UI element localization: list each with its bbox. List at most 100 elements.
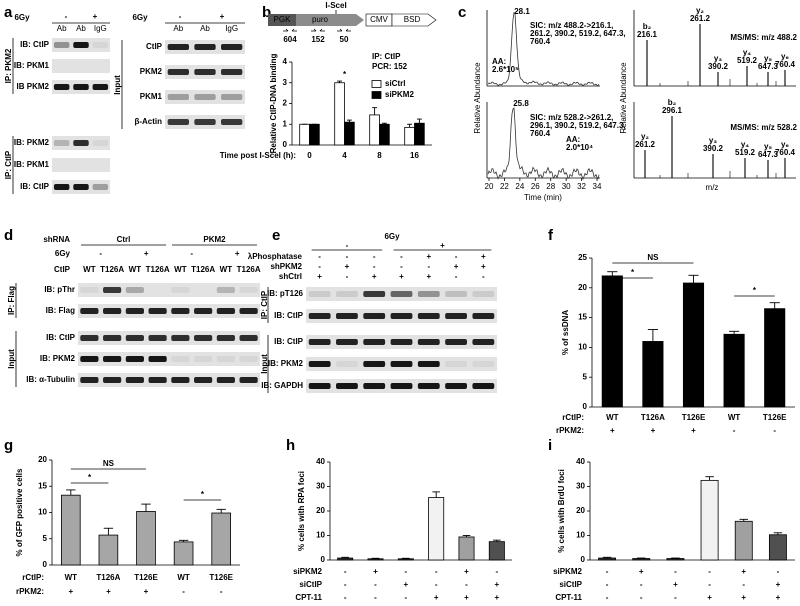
label: + [317, 272, 322, 281]
label: IB: CtIP [274, 337, 304, 346]
label: - [346, 241, 349, 250]
row-value: + [673, 580, 678, 589]
label: BSD [404, 15, 421, 24]
row-label: siPKM2 [553, 567, 582, 576]
legend-swatch [371, 80, 382, 88]
row-value: - [404, 567, 407, 576]
row-value: + [639, 567, 644, 576]
band [336, 339, 358, 345]
band [472, 361, 495, 367]
label: + [399, 272, 404, 281]
y-axis-title: % of ssDNA [561, 310, 570, 356]
band [73, 140, 89, 146]
band [53, 42, 70, 48]
y-tick-label: 0 [581, 555, 586, 564]
bar [458, 536, 475, 561]
label: y₆ [781, 52, 789, 61]
band [92, 42, 109, 48]
band [390, 339, 413, 345]
label: - [373, 252, 376, 261]
element [391, 13, 437, 27]
row-value: - [404, 593, 407, 602]
y-tick-label: 15 [38, 481, 47, 490]
label: 760.4 [775, 60, 796, 69]
label: I-SceI [325, 1, 346, 10]
band [417, 383, 440, 389]
row-value: + [403, 580, 408, 589]
row-value: - [374, 593, 377, 602]
label: IB PKM2 [17, 82, 50, 91]
band [363, 313, 386, 319]
row-value: + [741, 593, 746, 602]
label: IB: PKM1 [14, 61, 50, 70]
row-value: + [106, 587, 111, 596]
label: + [220, 12, 225, 21]
row-value: - [435, 580, 438, 589]
bar [642, 341, 664, 408]
label: 50 [340, 35, 349, 44]
label: IB: PKM2 [40, 354, 76, 363]
band [80, 308, 99, 314]
bar [379, 123, 390, 146]
band [92, 184, 109, 190]
label: + [144, 249, 149, 258]
y-axis-title: Relative Abundance [473, 62, 482, 134]
row-value: + [494, 580, 499, 589]
band [125, 356, 144, 362]
band [221, 119, 243, 125]
row-value: - [495, 567, 498, 576]
band [363, 361, 386, 367]
band [472, 339, 495, 345]
band [103, 335, 122, 341]
legend-swatch [371, 91, 382, 99]
label: 24 [515, 182, 524, 191]
bar [334, 82, 345, 146]
band [194, 69, 216, 75]
band [445, 383, 467, 389]
bar [488, 541, 505, 561]
label: IB: GAPDH [261, 381, 303, 390]
annotation: NS [103, 459, 115, 468]
band [363, 339, 386, 345]
row-value: - [344, 593, 347, 602]
label: 296.1 [662, 106, 683, 115]
label: y₄ [741, 140, 749, 149]
label: + [481, 262, 486, 271]
band [336, 291, 358, 297]
band [363, 383, 386, 389]
annotation: NS [647, 253, 659, 262]
label: 6Gy [132, 13, 148, 22]
label: Ab [57, 24, 67, 33]
annotation: * [631, 268, 635, 277]
group-label: IP: Flag [7, 286, 16, 315]
label: WT [174, 265, 187, 274]
label: Ab [173, 24, 183, 33]
band [239, 377, 258, 383]
label: T126A [237, 265, 261, 274]
y-tick-label: 0 [43, 560, 48, 569]
y-axis-title: Relative CtIP-DNA binding [269, 54, 278, 154]
y-tick-label: 25 [578, 253, 587, 262]
label: IB: PKM1 [14, 160, 50, 169]
label: shPKM2 [270, 262, 302, 271]
blot-strip [52, 158, 110, 172]
label: 216.1 [637, 30, 658, 39]
blot-strip [52, 59, 110, 73]
label: IB: pT126 [267, 289, 304, 298]
band [125, 335, 144, 341]
group-label: IP: CtIP [260, 290, 269, 319]
label: 261.2 [635, 140, 656, 149]
band [216, 287, 235, 293]
y-axis-title: % of GFP positive cells [15, 468, 24, 556]
band [445, 291, 467, 297]
label: MS/MS: m/z 528.2 [730, 123, 797, 132]
label: PKM2 [203, 235, 226, 244]
band [194, 356, 213, 362]
band [336, 313, 358, 319]
row-value: - [640, 593, 643, 602]
x-tick-label: WT [728, 413, 741, 422]
band [148, 356, 167, 362]
label: 390.2 [703, 144, 724, 153]
y-tick-label: 30 [576, 482, 585, 491]
label: WT [220, 265, 233, 274]
